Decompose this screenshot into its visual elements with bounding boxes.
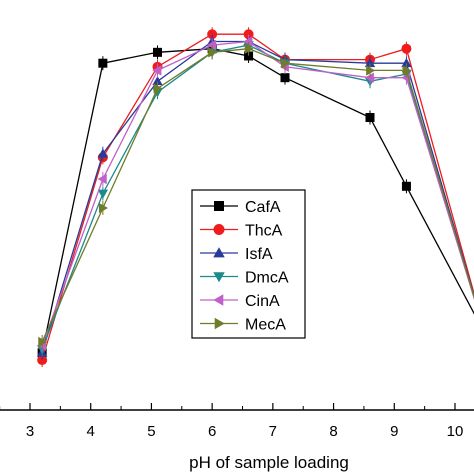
data-point xyxy=(402,65,412,76)
data-point xyxy=(38,336,48,348)
legend-item-dmca: DmcA xyxy=(200,270,289,287)
legend-label: IsfA xyxy=(245,246,273,263)
legend-item-thca: ThcA xyxy=(200,223,283,240)
data-point xyxy=(243,29,254,40)
data-point xyxy=(153,47,162,57)
data-point xyxy=(280,73,290,83)
series-layer xyxy=(36,27,474,368)
legend-marker xyxy=(213,224,225,235)
data-point xyxy=(207,29,218,40)
legend-item-cina: CinA xyxy=(200,293,280,310)
legend-marker xyxy=(214,201,224,211)
x-tick-label: 6 xyxy=(208,423,216,440)
data-point xyxy=(97,189,109,199)
data-point xyxy=(364,72,374,83)
data-point xyxy=(152,65,162,76)
legend: CafA ThcA IsfA DmcA CinA MecA xyxy=(191,189,306,339)
x-tick-label: 3 xyxy=(26,423,34,440)
data-point xyxy=(153,83,163,94)
x-tick-label: 7 xyxy=(269,423,277,440)
data-point xyxy=(206,39,217,51)
legend-item-isfa: IsfA xyxy=(200,246,273,263)
x-tick-label: 10 xyxy=(447,423,464,440)
data-point xyxy=(244,43,254,54)
legend-label: CinA xyxy=(245,293,280,310)
data-point xyxy=(401,58,412,68)
series-meca xyxy=(38,41,474,349)
data-point xyxy=(364,58,376,68)
data-point xyxy=(401,43,412,54)
legend-label: CafA xyxy=(245,199,281,216)
x-tick-label: 4 xyxy=(87,423,95,440)
legend-item-meca: MecA xyxy=(200,317,286,334)
data-point xyxy=(208,47,218,58)
x-tick-label: 5 xyxy=(147,423,155,440)
legend-marker xyxy=(213,272,225,283)
data-point xyxy=(401,181,411,191)
data-point xyxy=(98,202,109,214)
data-point xyxy=(37,355,48,366)
x-axis: 3 4 5 6 7 8 9 10 xyxy=(0,403,474,440)
data-point xyxy=(244,51,254,61)
legend-label: MecA xyxy=(245,317,286,334)
x-axis-title: pH of sample loading xyxy=(189,453,349,472)
legend-box xyxy=(191,189,306,339)
x-tick-label: 8 xyxy=(329,423,337,440)
legend-item-cafa: CafA xyxy=(200,199,281,216)
data-point xyxy=(97,173,107,185)
legend-marker xyxy=(213,247,225,258)
series-cina xyxy=(36,34,474,353)
legend-marker xyxy=(214,317,225,330)
legend-marker xyxy=(213,294,224,306)
data-point xyxy=(97,148,109,158)
data-point xyxy=(365,113,375,122)
data-point xyxy=(243,36,253,47)
data-point xyxy=(366,65,376,76)
legend-label: DmcA xyxy=(245,270,289,287)
legend-label: ThcA xyxy=(245,223,283,240)
data-point xyxy=(152,76,163,86)
data-point xyxy=(281,58,291,69)
data-point xyxy=(98,58,108,68)
x-tick-label: 9 xyxy=(390,423,398,440)
